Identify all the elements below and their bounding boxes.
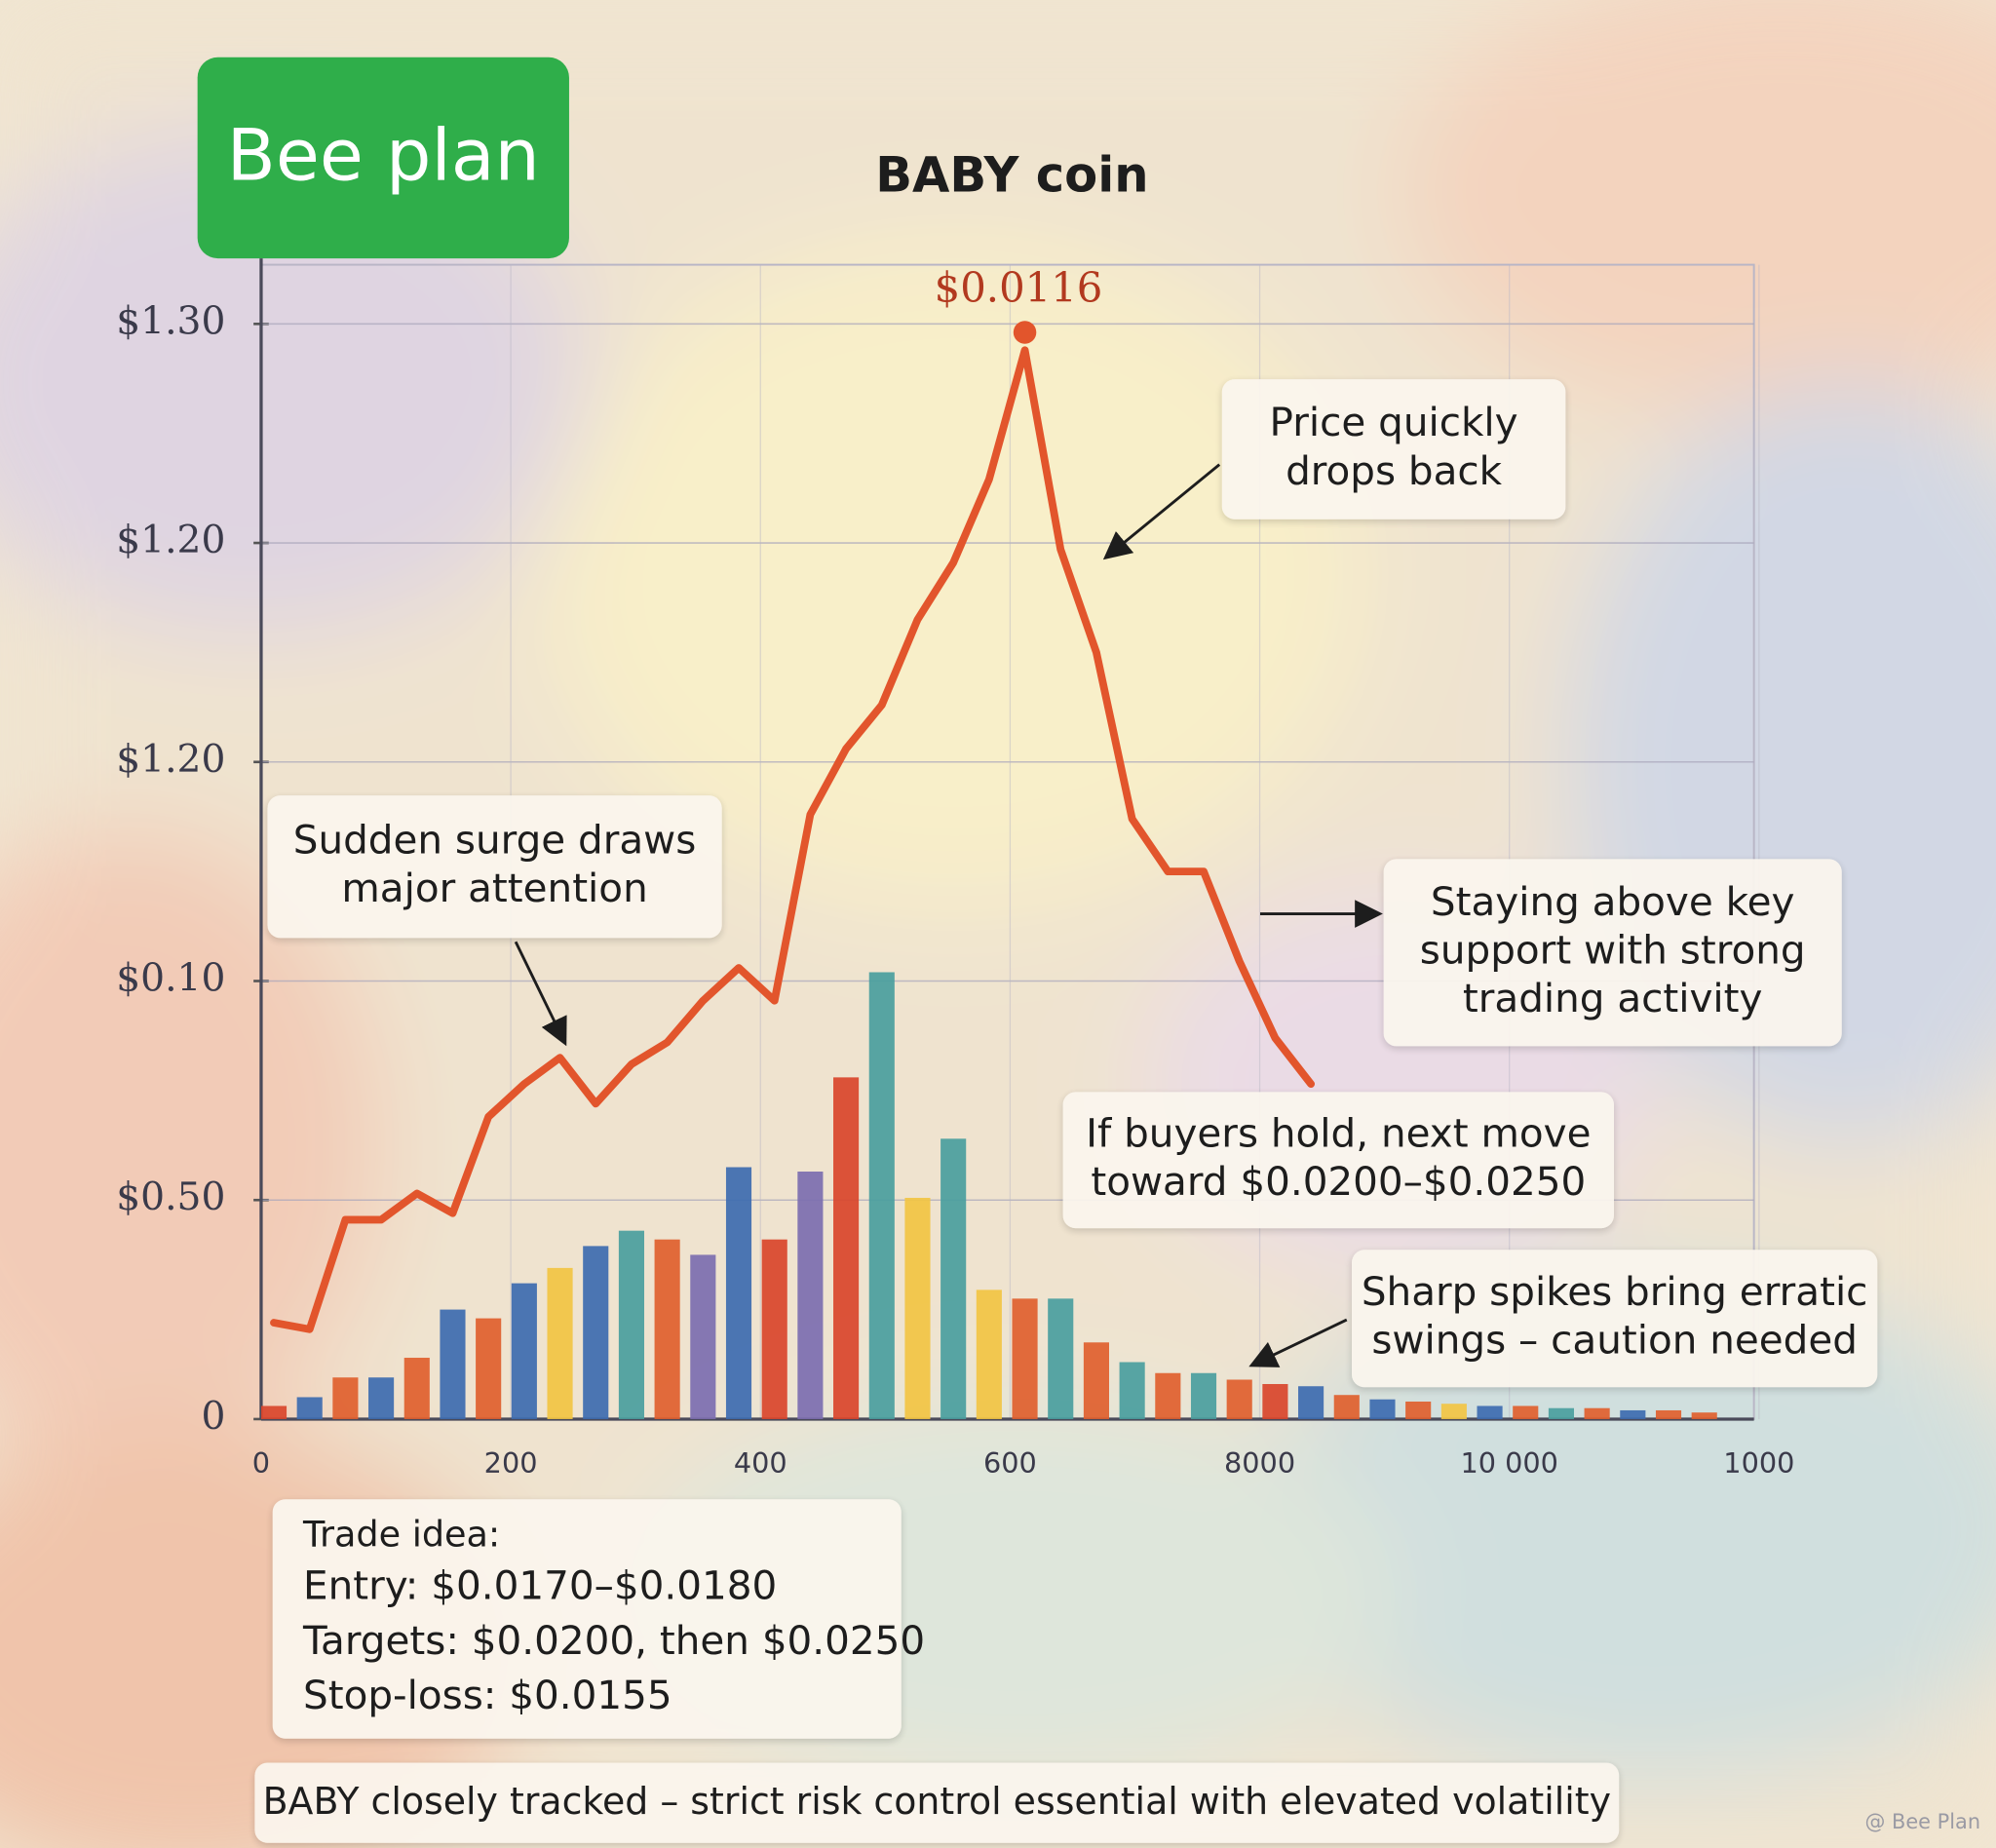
bar: [1119, 1362, 1145, 1419]
y-tick-label: $1.30: [116, 299, 225, 343]
annotation-box: [1383, 859, 1842, 1047]
bar: [260, 1405, 288, 1419]
trade-line: Targets: $0.0200, then $0.0250: [302, 1617, 925, 1664]
x-tick-label: 1000: [1723, 1446, 1794, 1480]
watermark: @ Bee Plan: [1864, 1810, 1980, 1833]
bar: [618, 1230, 644, 1419]
bar: [368, 1377, 395, 1419]
bar: [797, 1172, 824, 1419]
y-tick-label: $1.20: [116, 519, 225, 562]
bar: [332, 1377, 359, 1419]
bar: [476, 1318, 502, 1419]
x-tick-label: 200: [484, 1446, 538, 1480]
bar: [1691, 1412, 1717, 1419]
bar: [654, 1239, 680, 1419]
bar: [1048, 1298, 1074, 1419]
bar: [1405, 1401, 1432, 1419]
bar: [583, 1246, 609, 1419]
trade-line: Entry: $0.0170–$0.0180: [303, 1562, 777, 1609]
x-tick-label: 600: [983, 1446, 1037, 1480]
x-tick-label: 0: [252, 1446, 270, 1480]
bar: [868, 972, 895, 1419]
bar: [1477, 1405, 1503, 1419]
price-line: [270, 346, 1316, 1333]
bar: [511, 1283, 537, 1419]
bar: [1262, 1383, 1288, 1419]
y-tick-label: 0: [201, 1395, 225, 1439]
bar: [547, 1267, 573, 1419]
x-tick-label: 400: [734, 1446, 787, 1480]
brand-badge: [197, 57, 569, 259]
annotation-text: If buyers hold, next move: [1086, 1109, 1591, 1156]
bar: [1226, 1379, 1252, 1419]
bar: [904, 1197, 931, 1419]
annotation-arrow: [1248, 1318, 1348, 1367]
bar: [976, 1290, 1002, 1419]
annotation-box: [1352, 1250, 1878, 1388]
annotation-text: major attention: [341, 865, 647, 911]
bar: [761, 1239, 787, 1419]
footer-box: [254, 1762, 1620, 1843]
bar: [1012, 1298, 1038, 1419]
bar: [403, 1358, 430, 1419]
bar: [1513, 1405, 1539, 1419]
annotation-arrow: [514, 941, 567, 1047]
bar: [833, 1077, 860, 1419]
annotation-text: support with strong: [1420, 926, 1806, 973]
bar: [690, 1254, 716, 1419]
bar: [1584, 1407, 1610, 1419]
bar: [1190, 1372, 1217, 1419]
annotation-text: Staying above key: [1431, 878, 1795, 925]
trade-line: Stop-loss: $0.0155: [303, 1672, 672, 1718]
y-tick-label: $0.50: [116, 1175, 225, 1219]
annotation-box: [1221, 379, 1566, 520]
bar: [1333, 1395, 1360, 1419]
bar: [725, 1167, 752, 1419]
annotation-text: Price quickly: [1270, 399, 1518, 445]
bar: [940, 1138, 967, 1419]
footer-text: BABY closely tracked – strict risk contr…: [263, 1780, 1611, 1823]
annotation-box: [267, 795, 722, 939]
x-tick-label: 10 000: [1460, 1446, 1558, 1480]
peak-label: $0.0116: [935, 264, 1103, 312]
annotation-arrow: [1102, 463, 1221, 560]
annotation-box: [1062, 1092, 1614, 1229]
bar: [1155, 1372, 1181, 1419]
plot: 0 $0.50 $0.10 $1.20 $1.20 $1.30 0 200 400 600 8000…: [116, 258, 1794, 1480]
bar: [1548, 1407, 1574, 1419]
annotation-text: trading activity: [1463, 975, 1763, 1021]
annotation-text: Sharp spikes bring erratic: [1362, 1268, 1868, 1315]
chart-title: BABY coin: [875, 146, 1148, 203]
bar: [1440, 1404, 1467, 1419]
bar: [1083, 1342, 1109, 1419]
bar: [1369, 1399, 1396, 1419]
bar: [296, 1397, 323, 1419]
y-tick-label: $1.20: [116, 738, 225, 782]
annotation-text: swings – caution needed: [1371, 1317, 1858, 1364]
annotation-text: drops back: [1286, 447, 1503, 494]
bar: [1655, 1409, 1682, 1419]
peak-dot: [1013, 321, 1037, 344]
bar: [440, 1309, 466, 1419]
bar: [1620, 1409, 1646, 1419]
y-tick-label: $0.10: [116, 956, 225, 1000]
annotation-text: toward $0.0200–$0.0250: [1091, 1158, 1586, 1205]
annotation-text: Sudden surge draws: [293, 816, 697, 863]
trade-title: Trade idea:: [302, 1514, 500, 1556]
x-tick-label: 8000: [1224, 1446, 1295, 1480]
bar: [1298, 1386, 1324, 1419]
trade-box: [272, 1499, 902, 1739]
brand: Bee plan: [227, 115, 540, 198]
